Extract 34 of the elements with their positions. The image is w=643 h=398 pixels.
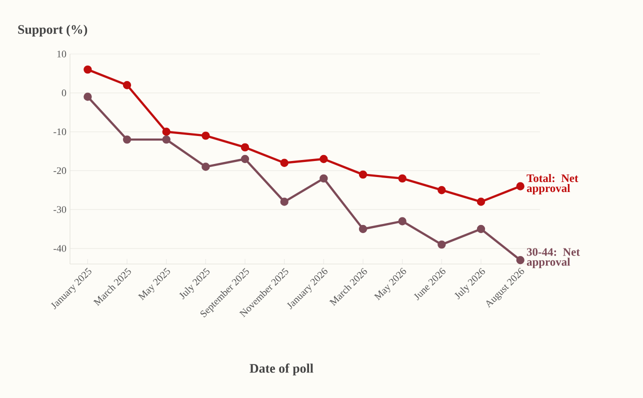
point [516, 182, 524, 190]
point [516, 256, 524, 264]
point [202, 132, 210, 140]
point [122, 135, 132, 144]
y-axis-title: Support (%) [18, 24, 88, 36]
point [398, 174, 406, 183]
y-tick-label: -20 [54, 167, 66, 174]
y-tick-label: 0 [62, 90, 66, 96]
x-axis-title: Date of poll [250, 364, 314, 376]
point [162, 135, 170, 144]
point [240, 143, 250, 152]
point [476, 224, 486, 234]
y-tick-label: -30 [54, 206, 66, 213]
series-label: Total: Net approval [526, 174, 578, 194]
point [84, 92, 92, 101]
point [358, 224, 368, 234]
y-tick-label: 10 [57, 50, 66, 58]
point [202, 162, 210, 171]
point [438, 186, 446, 194]
point [162, 128, 170, 136]
point [280, 158, 288, 167]
y-tick-label: -10 [54, 128, 66, 136]
point [122, 81, 132, 90]
point [398, 217, 406, 226]
point [84, 65, 92, 74]
point [438, 240, 446, 249]
series-label: 30-44: Net approval [526, 248, 580, 268]
point [280, 198, 288, 206]
point [358, 170, 368, 179]
y-tick-label: -40 [54, 245, 66, 252]
point [476, 198, 486, 206]
point [320, 154, 328, 164]
point [320, 174, 328, 183]
point [240, 154, 250, 164]
